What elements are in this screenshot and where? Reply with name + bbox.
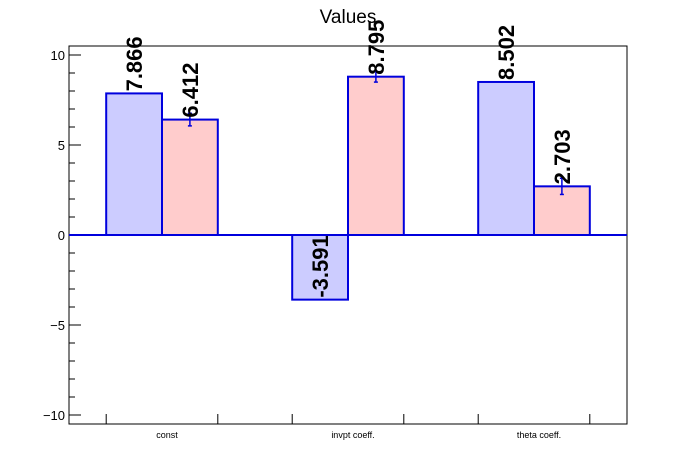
x-category-label: theta coeff.: [517, 430, 561, 440]
y-tick-label: −10: [43, 408, 65, 423]
plot-area: −10 −5 0 5 10 const invpt coeff. theta coeff. 7.…: [43, 20, 628, 440]
y-tick-label: 5: [58, 138, 65, 153]
bar: [347, 75, 405, 236]
data-label: 2.703: [550, 129, 575, 184]
data-label: 8.502: [494, 25, 519, 80]
y-tick-label: 0: [58, 228, 65, 243]
data-label: 7.866: [122, 36, 147, 91]
data-label: -3.591: [308, 235, 333, 297]
y-tick-label: 10: [51, 48, 65, 63]
chart-title: Values: [320, 7, 377, 28]
bar: [477, 80, 536, 236]
data-label: 6.412: [178, 63, 203, 118]
x-category-label: const: [156, 430, 178, 440]
bar: [105, 92, 163, 236]
bar: [161, 118, 219, 236]
x-category-label: invpt coeff.: [331, 430, 374, 440]
y-tick-label: −5: [50, 318, 65, 333]
bar: [291, 234, 350, 301]
data-label: 8.795: [364, 20, 389, 75]
